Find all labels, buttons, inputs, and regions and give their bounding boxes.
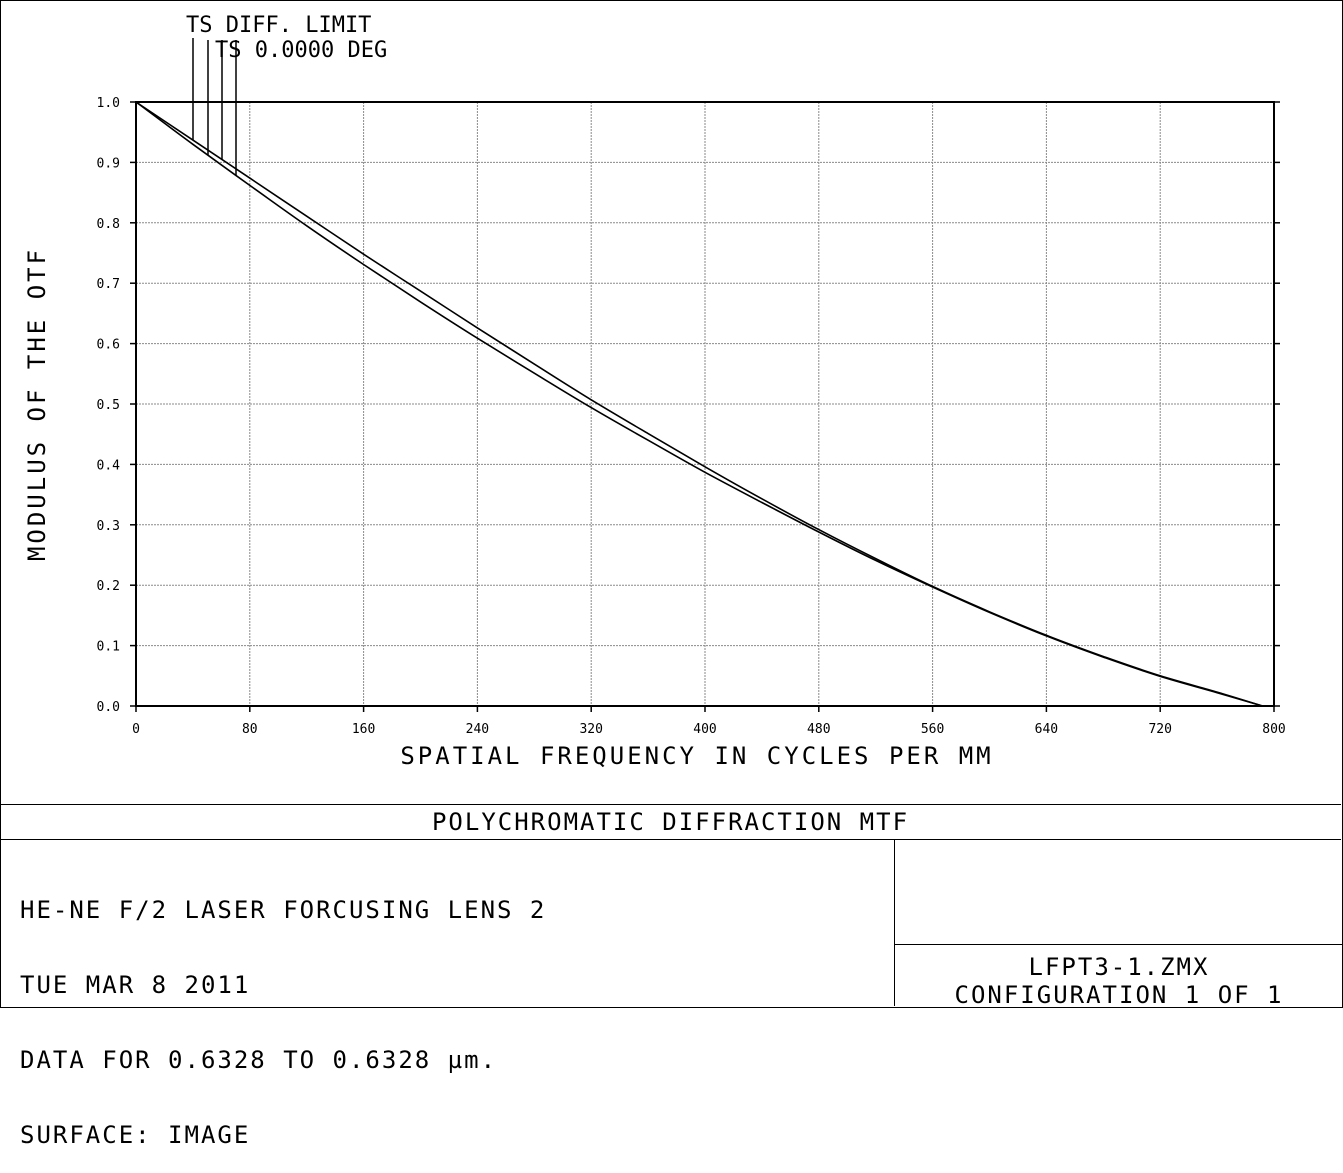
y-tick-label: 0.0 — [97, 700, 120, 715]
file-info: LFPT3-1.ZMX CONFIGURATION 1 OF 1 — [895, 944, 1343, 1009]
y-tick-label: 1.0 — [97, 96, 120, 111]
series — [135, 101, 1263, 707]
legend: TS DIFF. LIMIT TS 0.0000 DEG — [186, 13, 387, 176]
x-tick-label: 160 — [352, 722, 375, 737]
y-tick-label: 0.2 — [97, 579, 120, 594]
x-tick-label: 80 — [242, 722, 258, 737]
file-name: LFPT3-1.ZMX — [1028, 953, 1210, 981]
legend-label-diff-limit: TS DIFF. LIMIT — [186, 13, 371, 38]
date-text: TUE MAR 8 2011 — [20, 971, 251, 999]
y-tick-label: 0.8 — [97, 217, 120, 232]
chart-title: POLYCHROMATIC DIFFRACTION MTF — [0, 804, 1341, 840]
grid — [136, 102, 1274, 706]
x-tick-label: 800 — [1262, 722, 1285, 737]
x-tick-label: 720 — [1148, 722, 1171, 737]
x-tick-label: 320 — [579, 722, 602, 737]
surface-text: SURFACE: IMAGE — [20, 1121, 251, 1149]
legend-label-field: TS 0.0000 DEG — [215, 38, 387, 63]
configuration-text: CONFIGURATION 1 OF 1 — [954, 981, 1284, 1009]
mtf-chart: 0 80 160 240 320 400 480 560 640 720 800 0.0 0.1 0.2… — [23, 13, 1286, 770]
y-tick-label: 0.6 — [97, 338, 120, 353]
y-tick-label: 0.3 — [97, 519, 120, 534]
info-box-right: LFPT3-1.ZMX CONFIGURATION 1 OF 1 — [894, 840, 1343, 1009]
y-tick-label: 0.5 — [97, 398, 120, 413]
y-ticks: 0.0 0.1 0.2 0.3 0.4 0.5 0.6 0.7 0.8 0.9 1.0 — [97, 96, 1280, 715]
x-tick-label: 640 — [1035, 722, 1058, 737]
x-tick-label: 480 — [807, 722, 830, 737]
y-tick-label: 0.9 — [97, 156, 120, 171]
wavelength-text: DATA FOR 0.6328 TO 0.6328 µm. — [20, 1046, 498, 1074]
y-tick-label: 0.4 — [97, 458, 121, 473]
lens-title: HE-NE F/2 LASER FORCUSING LENS 2 — [20, 896, 547, 924]
series-line-field — [135, 101, 1263, 707]
info-block: HE-NE F/2 LASER FORCUSING LENS 2 TUE MAR… — [20, 848, 546, 1173]
y-tick-label: 0.7 — [97, 277, 120, 292]
x-tick-label: 240 — [466, 722, 489, 737]
x-axis-label: SPATIAL FREQUENCY IN CYCLES PER MM — [400, 742, 993, 770]
x-ticks: 0 80 160 240 320 400 480 560 640 720 800 — [132, 706, 1286, 737]
x-tick-label: 400 — [693, 722, 716, 737]
y-axis-label: MODULUS OF THE OTF — [23, 247, 51, 561]
x-tick-label: 0 — [132, 722, 140, 737]
y-tick-label: 0.1 — [97, 640, 120, 655]
x-tick-label: 560 — [921, 722, 944, 737]
